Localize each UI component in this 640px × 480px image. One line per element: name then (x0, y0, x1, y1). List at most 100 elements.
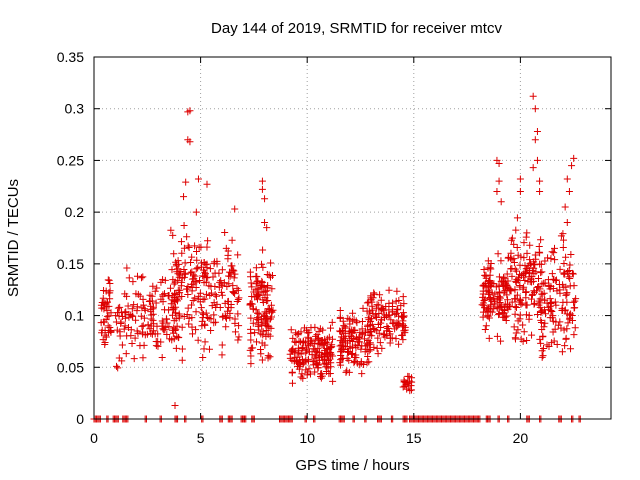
data-point (389, 319, 397, 327)
data-point (376, 291, 384, 299)
data-point (368, 298, 376, 306)
data-point (363, 299, 371, 307)
data-point (479, 313, 487, 321)
data-point (342, 343, 350, 351)
data-point (253, 292, 261, 300)
data-point (511, 334, 519, 342)
data-point (536, 187, 544, 195)
data-point (139, 322, 147, 330)
data-point (167, 300, 175, 308)
data-point (399, 336, 407, 344)
data-point (406, 387, 414, 395)
data-point (98, 329, 106, 337)
data-point (231, 205, 239, 213)
data-point (512, 329, 520, 337)
data-point (531, 136, 539, 144)
data-point (383, 312, 391, 320)
data-point (513, 214, 521, 222)
data-point (293, 331, 301, 339)
data-point (493, 304, 501, 312)
data-point (537, 260, 545, 268)
data-point (261, 218, 269, 226)
data-point (304, 333, 312, 341)
data-point (558, 348, 566, 356)
data-point (380, 331, 388, 339)
data-point (258, 288, 266, 296)
data-point (161, 326, 169, 334)
data-point (230, 274, 238, 282)
data-point (536, 177, 544, 185)
data-point (255, 310, 263, 318)
data-point (348, 326, 356, 334)
data-point (540, 279, 548, 287)
data-point (303, 347, 311, 355)
data-point (497, 257, 505, 265)
data-point (490, 294, 498, 302)
data-point (399, 383, 407, 391)
data-point (258, 322, 266, 330)
chart-title: Day 144 of 2019, SRMTID for receiver mtc… (211, 20, 502, 37)
y-tick-label: 0.2 (65, 204, 85, 220)
data-point (188, 280, 196, 288)
data-point (133, 327, 141, 335)
data-point (361, 335, 369, 343)
axis-ticks: 0 0.05 0.1 0.15 0.2 0.25 0.3 0.35 0 5 10 15 20 (57, 49, 611, 446)
data-point (254, 286, 262, 294)
data-point (149, 282, 157, 290)
data-point (101, 300, 109, 308)
data-point (184, 242, 192, 250)
data-point (174, 294, 182, 302)
data-point (526, 260, 534, 268)
data-point (227, 304, 235, 312)
data-point (217, 288, 225, 296)
data-point (201, 321, 209, 329)
data-point (247, 360, 255, 368)
data-point (147, 302, 155, 310)
data-point (507, 287, 515, 295)
x-tick-label: 15 (406, 430, 422, 446)
data-point (512, 226, 520, 234)
data-point (485, 314, 493, 322)
data-point (400, 322, 408, 330)
data-point (548, 339, 556, 347)
data-point (210, 319, 218, 327)
data-point (548, 314, 556, 322)
data-point (128, 312, 136, 320)
data-point (516, 187, 524, 195)
data-point (116, 303, 124, 311)
data-point (121, 314, 129, 322)
data-point (522, 268, 530, 276)
data-point (226, 272, 234, 280)
data-point (517, 253, 525, 261)
y-tick-label: 0.3 (65, 101, 85, 117)
data-point (372, 312, 380, 320)
data-point (556, 318, 564, 326)
data-point (104, 276, 112, 284)
data-point (327, 324, 335, 332)
data-point (566, 282, 574, 290)
data-point (247, 314, 255, 322)
data-point (392, 335, 400, 343)
data-point (264, 354, 272, 362)
data-point (399, 293, 407, 301)
data-point (247, 329, 255, 337)
data-point (537, 316, 545, 324)
data-point (176, 271, 184, 279)
data-point (511, 310, 519, 318)
data-point (408, 374, 416, 382)
data-point (315, 327, 323, 335)
data-point (218, 351, 226, 359)
data-point (342, 368, 350, 376)
data-point (180, 244, 188, 252)
data-point (152, 337, 160, 345)
data-point (122, 350, 130, 358)
data-point (139, 354, 147, 362)
data-point (525, 311, 533, 319)
data-point (258, 177, 266, 185)
data-point (159, 292, 167, 300)
data-point (504, 296, 512, 304)
data-point (182, 285, 190, 293)
data-point (484, 264, 492, 272)
data-point (303, 371, 311, 379)
data-point (480, 282, 488, 290)
